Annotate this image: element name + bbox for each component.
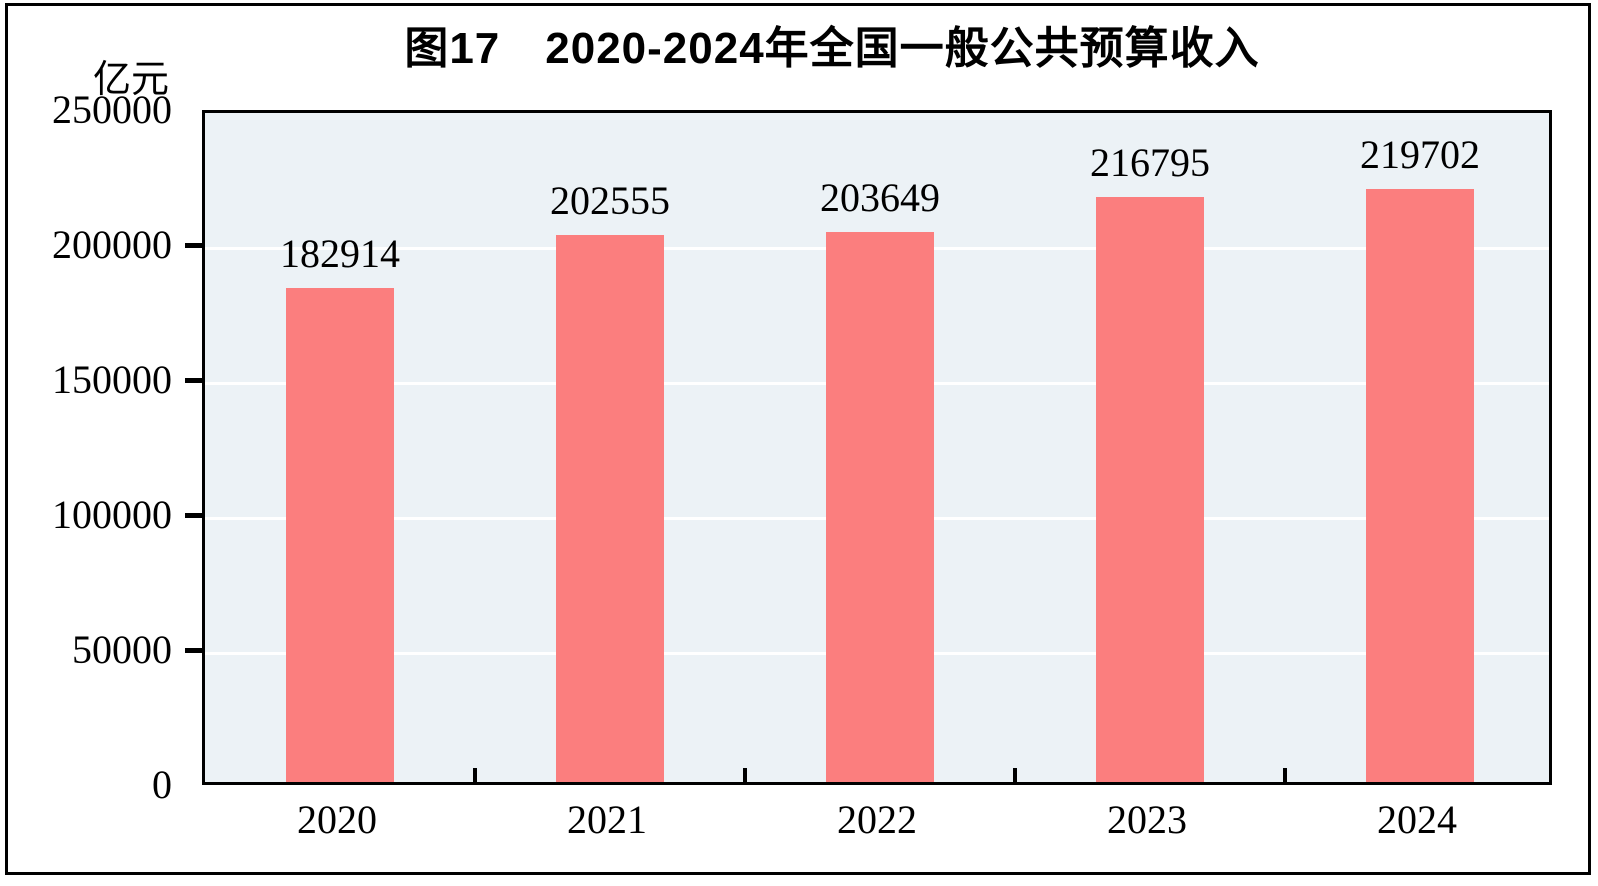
y-axis-tick-label: 0: [152, 762, 172, 807]
bar-value-label: 216795: [1090, 139, 1210, 185]
x-tick-mark: [1283, 768, 1287, 782]
bar-2021: [556, 235, 664, 782]
chart-title: 图17 2020-2024年全国一般公共预算收入: [404, 24, 1260, 73]
x-axis-category-label: 2021: [567, 797, 647, 842]
bar-value-label: 182914: [280, 231, 400, 277]
y-tick-mark: [185, 378, 202, 383]
y-axis-tick-label: 200000: [52, 222, 172, 267]
bar-2022: [826, 232, 934, 782]
bar-value-label: 219702: [1360, 131, 1480, 177]
x-axis-category-label: 2022: [837, 797, 917, 842]
bar-value-label: 203649: [820, 175, 940, 221]
x-tick-mark: [743, 768, 747, 782]
x-tick-mark: [473, 768, 477, 782]
bar-2023: [1096, 196, 1204, 782]
y-axis-tick-label: 150000: [52, 357, 172, 402]
plot-area: 182914 202555 203649 216795 219702: [202, 110, 1552, 785]
y-axis-tick-label: 250000: [52, 87, 172, 132]
bar-2024: [1366, 188, 1474, 782]
y-tick-mark: [185, 513, 202, 518]
x-axis-category-label: 2023: [1107, 797, 1187, 842]
y-axis-tick-label: 100000: [52, 492, 172, 537]
y-axis-tick-label: 50000: [72, 627, 172, 672]
y-axis-unit-label: 亿元: [93, 59, 170, 101]
y-tick-mark: [185, 648, 202, 653]
y-tick-mark: [185, 243, 202, 248]
x-axis-category-label: 2020: [297, 797, 377, 842]
bar-2020: [286, 288, 394, 782]
x-tick-mark: [1013, 768, 1017, 782]
x-axis-category-label: 2024: [1377, 797, 1457, 842]
bar-value-label: 202555: [550, 178, 670, 224]
